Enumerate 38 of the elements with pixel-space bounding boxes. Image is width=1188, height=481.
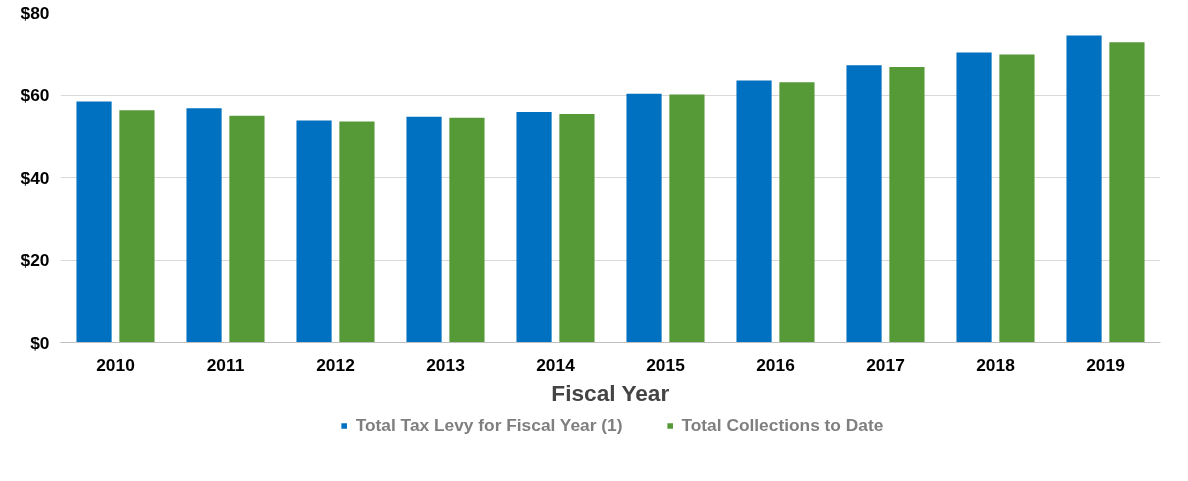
bar <box>779 82 815 343</box>
x-tick-label: 2018 <box>976 354 1016 375</box>
bar <box>1066 35 1102 343</box>
x-axis-title: Fiscal Year <box>551 379 670 406</box>
bar <box>449 117 485 343</box>
bar <box>119 110 155 343</box>
x-tick-label: 2015 <box>646 354 686 375</box>
bar <box>889 66 925 343</box>
x-tick-label: 2019 <box>1086 354 1125 375</box>
bar <box>626 93 662 343</box>
bar <box>999 54 1035 343</box>
x-tick-label: 2012 <box>316 354 355 375</box>
y-tick-label: $20 <box>20 250 50 270</box>
bar <box>296 120 332 343</box>
bar <box>186 108 222 343</box>
bar <box>229 115 265 343</box>
x-tick-label: 2016 <box>756 354 796 375</box>
x-tick-label: 2013 <box>426 354 466 375</box>
bar <box>559 113 595 343</box>
bar <box>516 111 552 343</box>
legend-label: Total Tax Levy for Fiscal Year (1) <box>355 414 623 436</box>
y-tick-label: $0 <box>30 332 50 353</box>
x-tick-label: 2010 <box>96 354 135 375</box>
x-tick-label: 2014 <box>536 354 576 375</box>
bar <box>736 80 772 343</box>
bar <box>339 121 375 343</box>
legend-label: Total Collections to Date <box>681 414 884 436</box>
bar <box>76 101 112 343</box>
x-tick-label: 2011 <box>206 354 245 375</box>
y-tick-label: $60 <box>20 85 50 105</box>
bar <box>956 52 992 343</box>
bar <box>669 94 705 343</box>
y-tick-label: $40 <box>20 167 50 188</box>
bar <box>406 116 442 343</box>
bar <box>846 65 882 343</box>
y-tick-label: $80 <box>20 2 50 23</box>
bar <box>1109 42 1145 343</box>
x-tick-label: 2017 <box>866 354 905 375</box>
